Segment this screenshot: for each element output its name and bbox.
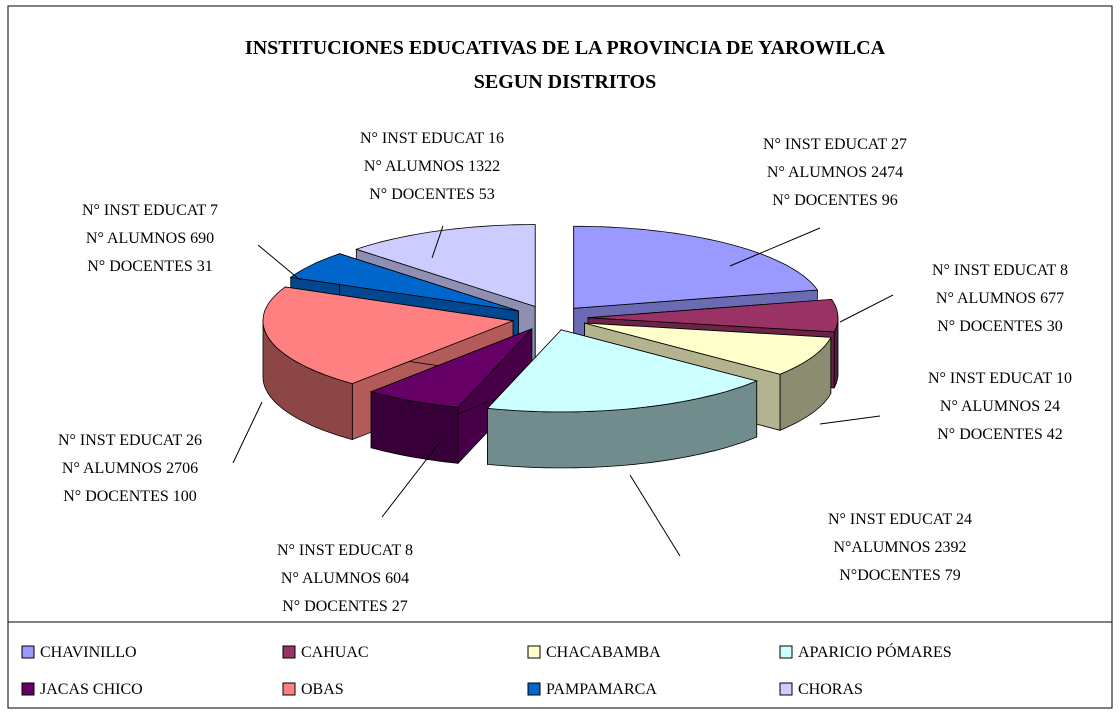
legend-label: CHORAS: [798, 681, 863, 698]
legend-label: APARICIO PÓMARES: [798, 642, 952, 661]
data-label: N° DOCENTES 100: [63, 488, 197, 505]
data-label: N° DOCENTES 96: [772, 192, 898, 209]
data-label: N° ALUMNOS 690: [86, 230, 214, 247]
data-label: N°ALUMNOS 2392: [833, 539, 966, 556]
data-label: N° INST EDUCAT 16: [360, 130, 504, 147]
legend-label: CHAVINILLO: [40, 644, 137, 661]
data-label: N° DOCENTES 30: [937, 318, 1063, 335]
data-label: N° DOCENTES 27: [282, 598, 408, 615]
legend-label: PAMPAMARCA: [546, 681, 657, 698]
data-label: N° ALUMNOS 2474: [767, 164, 903, 181]
legend-swatch: [282, 645, 296, 659]
chart-title: INSTITUCIONES EDUCATIVAS DE LA PROVINCIA…: [245, 37, 886, 59]
leader-line: [257, 244, 301, 281]
legend-label: CAHUAC: [301, 644, 369, 661]
pie-slice: [486, 329, 758, 413]
data-label: N° ALUMNOS 604: [281, 570, 409, 587]
pie-slice: [262, 286, 515, 385]
data-label: N° INST EDUCAT 10: [928, 370, 1072, 387]
legend-swatch: [21, 682, 35, 696]
legend-swatch: [779, 682, 793, 696]
legend-swatch: [21, 645, 35, 659]
leader-line: [431, 225, 444, 259]
pie-slice: [584, 322, 832, 375]
data-label: N° INST EDUCAT 8: [277, 542, 413, 559]
legend-label: CHACABAMBA: [546, 644, 661, 661]
data-label: N° ALUMNOS 24: [940, 398, 1060, 415]
chart-subtitle: SEGUN DISTRITOS: [474, 71, 656, 93]
data-label: N° DOCENTES 53: [369, 186, 495, 203]
leader-line: [232, 401, 263, 464]
legend-swatch: [282, 682, 296, 696]
data-label: N° DOCENTES 31: [87, 258, 213, 275]
legend-label: OBAS: [301, 681, 344, 698]
pie-slice: [289, 253, 519, 312]
data-label: N° ALUMNOS 2706: [62, 460, 198, 477]
legend-swatch: [779, 645, 793, 659]
pie-slice: [573, 225, 819, 309]
leader-line: [381, 441, 441, 518]
pie-slice: [587, 298, 839, 333]
legend-swatch: [527, 645, 541, 659]
pie-slice: [355, 224, 536, 308]
leader-line: [819, 415, 881, 425]
data-label: N° INST EDUCAT 27: [763, 136, 907, 153]
data-label: N° INST EDUCAT 7: [82, 202, 218, 219]
data-label: N° INST EDUCAT 24: [828, 511, 972, 528]
pie-slice: [369, 328, 533, 408]
leader-line: [729, 227, 821, 267]
leader-line: [629, 474, 681, 557]
data-label: N° INST EDUCAT 26: [58, 432, 202, 449]
data-label: N° INST EDUCAT 8: [932, 262, 1068, 279]
legend-label: JACAS CHICO: [40, 681, 143, 698]
data-label: N°DOCENTES 79: [839, 567, 961, 584]
leader-line: [839, 294, 894, 323]
legend-swatch: [527, 682, 541, 696]
data-label: N° ALUMNOS 1322: [364, 158, 500, 175]
data-label: N° ALUMNOS 677: [936, 290, 1064, 307]
data-label: N° DOCENTES 42: [937, 426, 1063, 443]
